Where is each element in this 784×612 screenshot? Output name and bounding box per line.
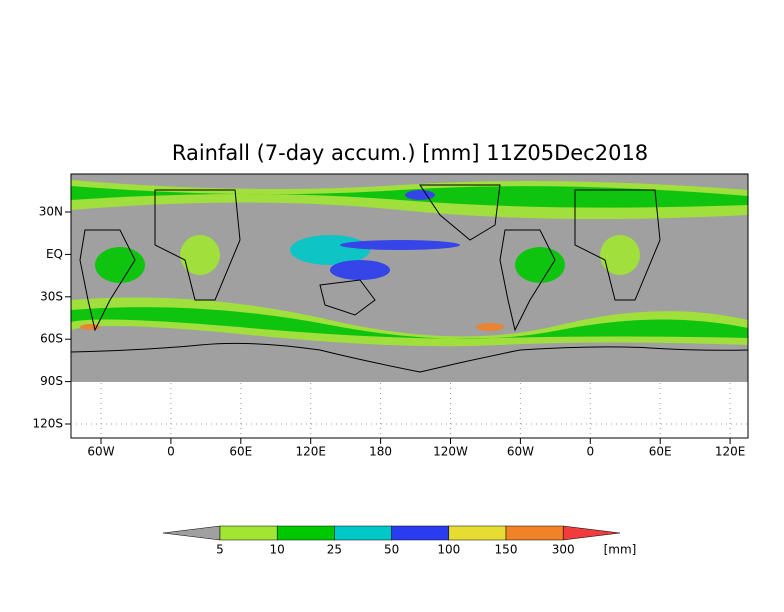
lat-label: 30S	[40, 289, 63, 303]
colorbar-segment	[505, 525, 564, 541]
colorbar-label: 25	[327, 543, 342, 557]
empty-region	[71, 382, 748, 438]
lat-label: EQ	[46, 247, 63, 261]
colorbar-unit: [mm]	[604, 543, 637, 557]
colorbar-label: 150	[495, 543, 518, 557]
lon-label: 120W	[433, 445, 468, 459]
lon-label: 0	[167, 445, 175, 459]
colorbar: 5 10 25 50 100 150 300 [mm]	[162, 525, 637, 557]
colorbar-segment	[219, 525, 278, 541]
lat-label: 30N	[39, 205, 63, 219]
lat-label: 90S	[40, 374, 63, 388]
colorbar-arrow	[162, 525, 221, 541]
map-title: Rainfall (7-day accum.) [mm] 11Z05Dec201…	[172, 141, 648, 165]
lat-label: 120S	[32, 417, 63, 431]
lat-label: 60S	[40, 332, 63, 346]
colorbar-segment	[276, 525, 335, 541]
lon-label: 60W	[507, 445, 534, 459]
lon-label: 60E	[649, 445, 672, 459]
lon-label: 0	[586, 445, 594, 459]
colorbar-segment	[448, 525, 507, 541]
lon-label: 120E	[715, 445, 746, 459]
colorbar-label: 100	[437, 543, 460, 557]
colorbar-arrow	[562, 525, 621, 541]
colorbar-label: 5	[216, 543, 224, 557]
colorbar-label: 300	[552, 543, 575, 557]
lon-label: 60W	[87, 445, 114, 459]
lon-label: 60E	[229, 445, 252, 459]
colorbar-segment	[334, 525, 392, 541]
map-area	[70, 173, 749, 439]
map-frame	[70, 173, 749, 439]
colorbar-label: 10	[270, 543, 285, 557]
lon-label: 120E	[295, 445, 326, 459]
colorbar-segment	[391, 525, 450, 541]
coastlines	[70, 184, 749, 373]
colorbar-label: 50	[384, 543, 399, 557]
lon-label: 180	[369, 445, 392, 459]
axes: 30N EQ 30S 60S 90S 120S 60W 0 60E 120E 180 120W 60W 0…	[32, 205, 748, 459]
